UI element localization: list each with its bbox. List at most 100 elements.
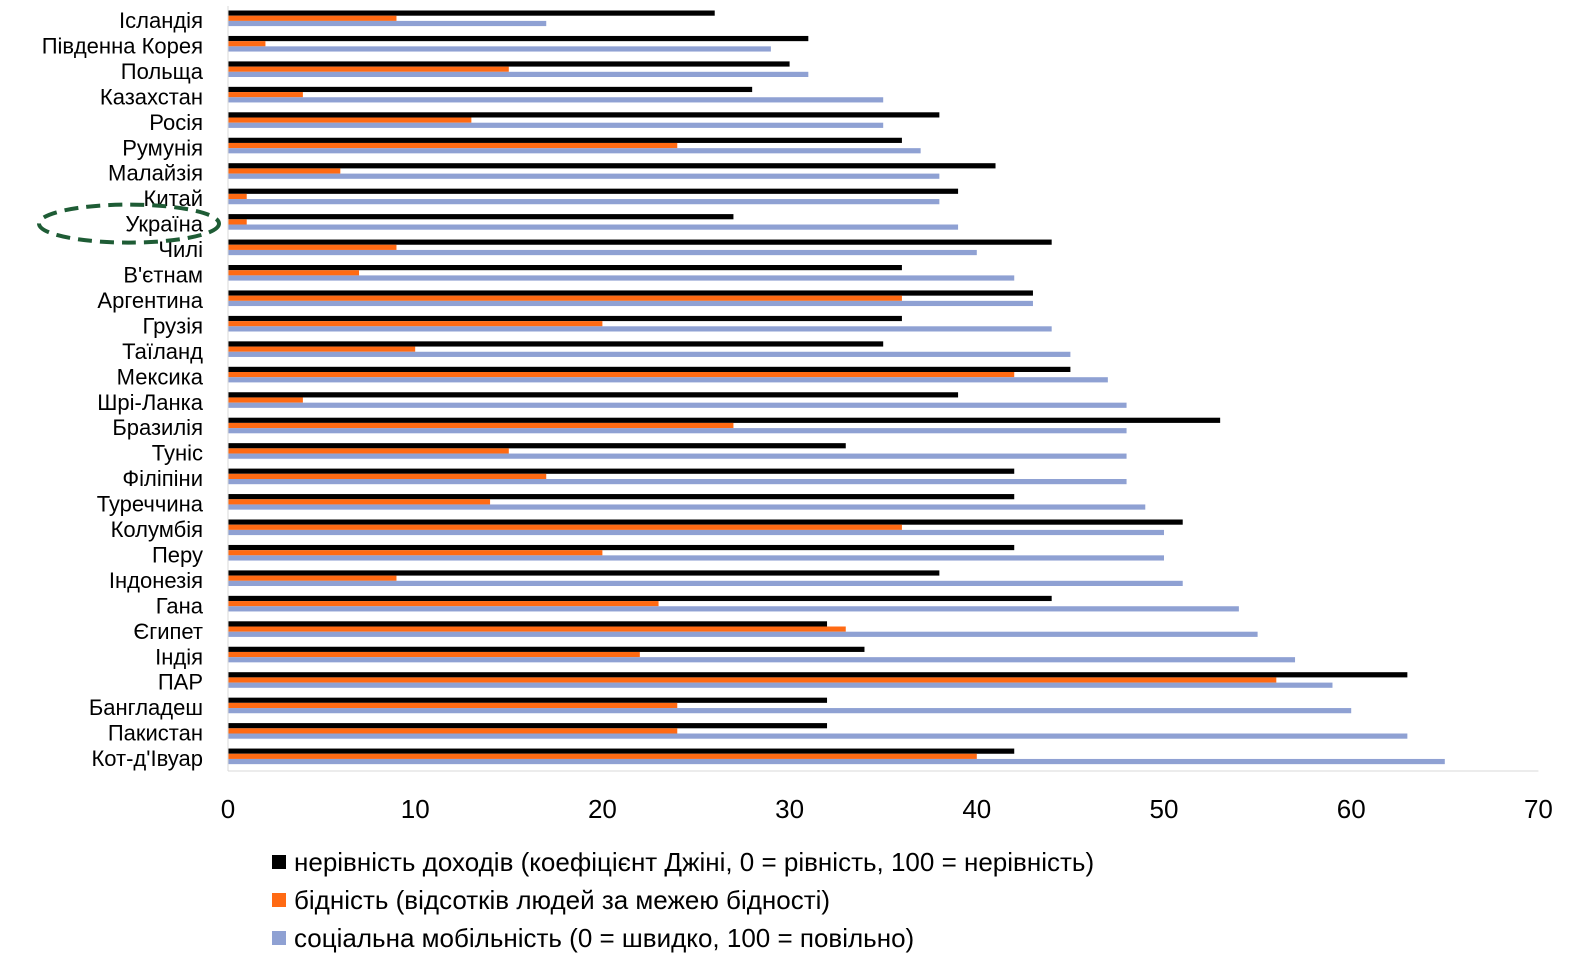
- bar-gini: [228, 112, 940, 118]
- bar-poverty: [228, 15, 397, 21]
- bar-poverty: [228, 321, 603, 327]
- category-label: Бразилія: [112, 415, 203, 440]
- bar-mobility: [228, 555, 1164, 561]
- bar-mobility: [228, 708, 1352, 714]
- bar-gini: [228, 723, 828, 729]
- category-label: Індонезія: [109, 568, 203, 593]
- bar-gini: [228, 163, 996, 169]
- bar-mobility: [228, 733, 1408, 739]
- bar-mobility: [228, 758, 1445, 765]
- bar-gini: [228, 595, 1052, 602]
- highlight-ellipse: [37, 202, 221, 245]
- category-label: ПАР: [158, 670, 203, 695]
- bar-poverty: [228, 66, 509, 72]
- bar-mobility: [228, 148, 921, 154]
- category-label: Перу: [152, 542, 203, 567]
- bar-poverty: [228, 651, 640, 658]
- bar-mobility: [228, 326, 1052, 332]
- bar-poverty: [228, 41, 266, 47]
- bar-gini: [228, 10, 715, 16]
- bar-mobility: [228, 479, 1127, 485]
- bar-gini: [228, 290, 1033, 296]
- bar-mobility: [228, 428, 1127, 434]
- bar-poverty: [228, 550, 603, 556]
- bar-mobility: [228, 71, 809, 77]
- category-label: Колумбія: [111, 517, 203, 542]
- bar-gini: [228, 519, 1183, 525]
- legend-label-gini: нерівність доходів (коефіцієнт Джіні, 0 …: [294, 846, 1095, 877]
- bar-gini: [228, 35, 809, 42]
- category-label: Грузія: [142, 313, 203, 338]
- bar-gini: [228, 61, 790, 67]
- category-label: Польща: [121, 59, 204, 84]
- bar-poverty: [228, 473, 547, 479]
- x-tick-label: 60: [1337, 794, 1366, 824]
- bar-poverty: [228, 753, 977, 759]
- bar-gini: [228, 646, 865, 652]
- bar-poverty: [228, 626, 846, 632]
- bar-gini: [228, 544, 1015, 551]
- category-label: Туреччина: [97, 492, 204, 517]
- category-label: Китай: [144, 186, 203, 211]
- category-label: Кот-д'Івуар: [91, 746, 203, 771]
- bar-gini: [228, 621, 828, 627]
- legend-label-poverty: бідність (відсотків людей за межею бідно…: [294, 884, 831, 915]
- bar-gini: [228, 315, 902, 322]
- bars-layer: [228, 10, 1445, 765]
- bar-mobility: [228, 631, 1258, 637]
- bar-poverty: [228, 397, 303, 403]
- bar-gini: [228, 214, 734, 220]
- bar-mobility: [228, 377, 1108, 383]
- bar-poverty: [228, 702, 678, 709]
- category-label: Росія: [149, 110, 203, 135]
- bar-mobility: [228, 122, 884, 128]
- bar-mobility: [228, 46, 771, 52]
- legend: нерівність доходів (коефіцієнт Джіні, 0 …: [272, 843, 1094, 957]
- category-label: Бангладеш: [89, 695, 203, 720]
- bar-poverty: [228, 244, 397, 250]
- category-label: Шрі-Ланка: [97, 390, 204, 415]
- category-label: Південна Корея: [42, 33, 203, 58]
- x-tick-label: 70: [1524, 794, 1553, 824]
- legend-swatch-gini: [272, 855, 286, 869]
- bar-mobility: [228, 173, 940, 179]
- category-label: Аргентина: [97, 288, 203, 313]
- category-label: Таїланд: [122, 339, 203, 364]
- category-label: Філіпіни: [122, 466, 203, 491]
- category-label: Румунія: [122, 135, 203, 160]
- bar-mobility: [228, 249, 977, 256]
- bar-poverty: [228, 601, 659, 607]
- legend-item-mobility: соціальна мобільність (0 = швидко, 100 =…: [272, 919, 1094, 957]
- category-label: Єгипет: [133, 619, 203, 644]
- bar-poverty: [228, 728, 678, 734]
- bar-poverty: [228, 92, 303, 98]
- bar-mobility: [228, 402, 1127, 408]
- bar-poverty: [228, 168, 341, 174]
- bar-poverty: [228, 117, 472, 123]
- category-label: Україна: [125, 212, 203, 237]
- x-axis: 0 10 20 30 40 50 60 70: [221, 6, 1553, 824]
- bar-gini: [228, 417, 1221, 423]
- category-label: Туніс: [152, 441, 203, 466]
- category-label: Малайзія: [108, 161, 203, 186]
- bar-gini: [228, 366, 1071, 372]
- bar-poverty: [228, 346, 416, 352]
- bar-poverty: [228, 193, 247, 200]
- bar-poverty: [228, 677, 1277, 683]
- bar-poverty: [228, 524, 902, 530]
- category-label: Казахстан: [100, 84, 203, 109]
- bar-poverty: [228, 295, 902, 301]
- bar-mobility: [228, 351, 1071, 357]
- bar-mobility: [228, 682, 1333, 688]
- bar-mobility: [228, 275, 1015, 281]
- bar-poverty: [228, 372, 1015, 378]
- bar-mobility: [228, 453, 1127, 459]
- bar-mobility: [228, 606, 1239, 612]
- bar-poverty: [228, 499, 491, 505]
- bar-gini: [228, 86, 753, 93]
- bar-mobility: [228, 657, 1296, 663]
- bar-gini: [228, 748, 1015, 754]
- x-tick-label: 10: [401, 794, 430, 824]
